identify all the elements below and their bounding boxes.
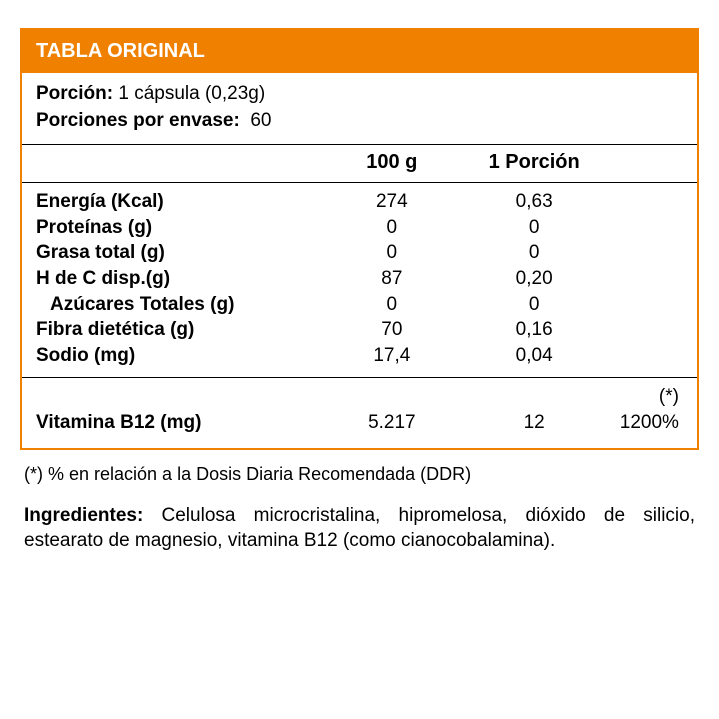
nutrient-name: Proteínas (g) (36, 215, 321, 241)
nutrient-portion: 0,20 (463, 266, 605, 292)
nutrient-ddr (605, 343, 683, 369)
nutrient-ddr (605, 317, 683, 343)
table-row: Energía (Kcal)2740,63 (36, 189, 683, 215)
nutrient-100g: 0 (321, 240, 463, 266)
vitamin-portion: 12 (463, 412, 605, 434)
nutrient-ddr (605, 292, 683, 318)
nutrient-100g: 87 (321, 266, 463, 292)
portion-value: 1 cápsula (0,23g) (118, 83, 265, 104)
nutrient-portion: 0 (463, 240, 605, 266)
nutrient-portion: 0,04 (463, 343, 605, 369)
portion-label: Porción: (36, 83, 113, 104)
col-ddr (605, 151, 683, 174)
vitamin-ddr: 1200% (605, 412, 683, 434)
nutrient-name: Azúcares Totales (g) (36, 292, 321, 318)
footnote: (*) % en relación a la Dosis Diaria Reco… (20, 450, 699, 487)
ingredients: Ingredientes: Celulosa microcristalina, … (20, 487, 699, 554)
serving-info: Porción: 1 cápsula (0,23g) Porciones por… (22, 73, 697, 145)
panel-header: TABLA ORIGINAL (22, 30, 697, 73)
table-row: Grasa total (g)00 (36, 240, 683, 266)
nutrient-100g: 17,4 (321, 343, 463, 369)
ingredients-label: Ingredientes: (24, 505, 143, 526)
nutrient-name: Fibra dietética (g) (36, 317, 321, 343)
nutrient-name: H de C disp.(g) (36, 266, 321, 292)
nutrient-portion: 0,16 (463, 317, 605, 343)
vitamin-star: (*) (605, 386, 683, 408)
nutrient-name: Sodio (mg) (36, 343, 321, 369)
nutrient-rows: Energía (Kcal)2740,63Proteínas (g)00Gras… (22, 183, 697, 377)
table-row: Fibra dietética (g)700,16 (36, 317, 683, 343)
nutrient-name: Grasa total (g) (36, 240, 321, 266)
vitamin-star-row: (*) (36, 386, 683, 408)
perpack-value: 60 (250, 110, 271, 131)
table-row: Sodio (mg)17,40,04 (36, 343, 683, 369)
panel-title: TABLA ORIGINAL (36, 40, 205, 62)
nutrient-100g: 274 (321, 189, 463, 215)
nutrient-ddr (605, 215, 683, 241)
serving-portion-line: Porción: 1 cápsula (0,23g) (36, 81, 683, 108)
nutrient-portion: 0,63 (463, 189, 605, 215)
nutrient-name: Energía (Kcal) (36, 189, 321, 215)
col-portion: 1 Porción (463, 151, 605, 174)
nutrient-100g: 0 (321, 292, 463, 318)
nutrient-portion: 0 (463, 292, 605, 318)
nutrient-100g: 0 (321, 215, 463, 241)
nutrient-ddr (605, 266, 683, 292)
serving-perpack-line: Porciones por envase: 60 (36, 108, 683, 135)
nutrition-panel: TABLA ORIGINAL Porción: 1 cápsula (0,23g… (20, 28, 699, 450)
column-headers: 100 g 1 Porción (22, 145, 697, 183)
vitamin-100g: 5.217 (321, 412, 463, 434)
nutrient-portion: 0 (463, 215, 605, 241)
col-100g: 100 g (321, 151, 463, 174)
vitamin-name: Vitamina B12 (mg) (36, 412, 321, 434)
vitamin-block: (*) Vitamina B12 (mg) 5.217 12 1200% (22, 378, 697, 448)
table-row: Proteínas (g)00 (36, 215, 683, 241)
vitamin-row: Vitamina B12 (mg) 5.217 12 1200% (36, 412, 683, 434)
col-empty (36, 151, 321, 174)
nutrient-ddr (605, 189, 683, 215)
table-row: Azúcares Totales (g)00 (36, 292, 683, 318)
table-row: H de C disp.(g)870,20 (36, 266, 683, 292)
perpack-label: Porciones por envase: (36, 110, 240, 131)
nutrient-ddr (605, 240, 683, 266)
nutrient-100g: 70 (321, 317, 463, 343)
